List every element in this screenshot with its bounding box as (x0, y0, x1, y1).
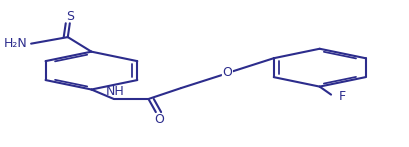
Text: S: S (66, 10, 74, 23)
Text: O: O (154, 113, 164, 126)
Text: NH: NH (105, 86, 124, 98)
Text: H₂N: H₂N (4, 37, 27, 50)
Text: F: F (338, 90, 345, 103)
Text: O: O (222, 66, 232, 79)
